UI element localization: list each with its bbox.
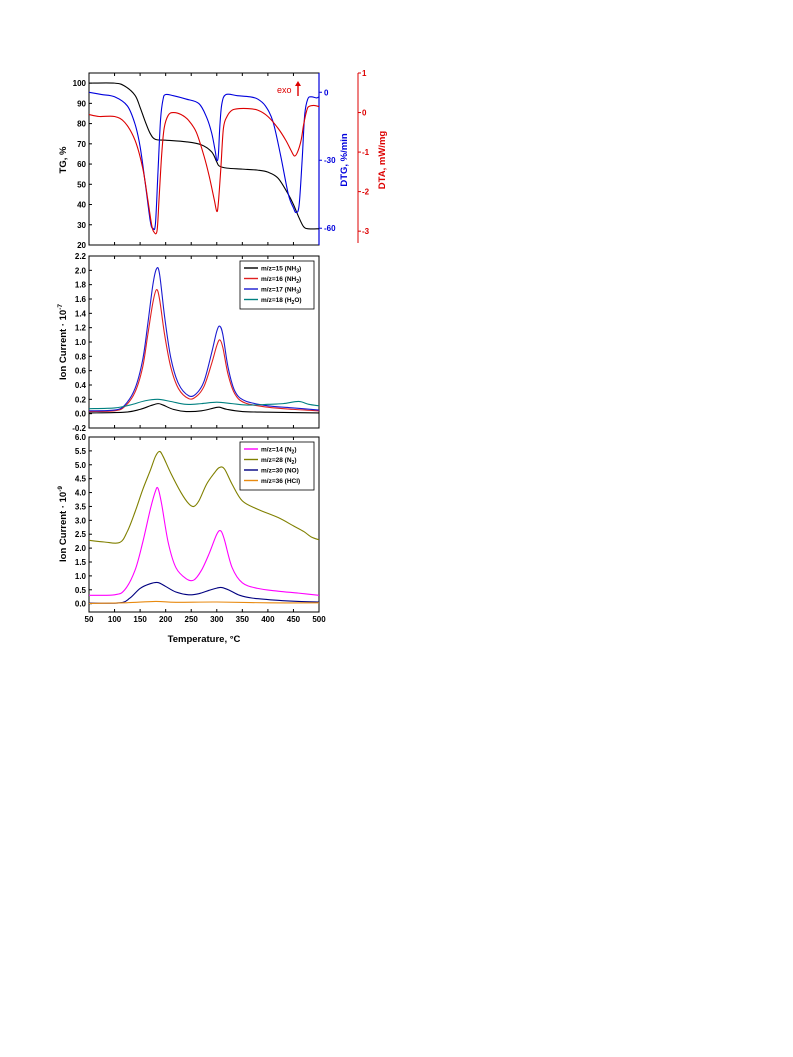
panel3-frame bbox=[88, 436, 320, 613]
dtg-tick-label: -60 bbox=[324, 224, 336, 233]
y-tick-label: 1.0 bbox=[75, 572, 87, 581]
y-tick-label: 0.0 bbox=[75, 410, 87, 419]
x-tick-label: 100 bbox=[108, 615, 122, 624]
ion-series-2 bbox=[89, 267, 319, 412]
legend-entry: m/z=18 (H2O) bbox=[261, 297, 302, 306]
dta-tick-label: 1 bbox=[362, 69, 367, 78]
dta-tick-label: -3 bbox=[362, 227, 370, 236]
ion-series-3 bbox=[89, 600, 319, 604]
y-tick-label: 80 bbox=[77, 120, 86, 129]
y-tick-label: 4.5 bbox=[75, 475, 87, 484]
y-tick-label: 0.5 bbox=[75, 586, 87, 595]
x-tick-label: 200 bbox=[159, 615, 173, 624]
ion-axis-label-3: Ion Current · 10-9 bbox=[57, 486, 69, 562]
y-tick-label: 2.5 bbox=[75, 530, 87, 539]
dta-curve bbox=[89, 104, 319, 235]
legends: m/z=15 (NH3)m/z=16 (NH2)m/z=17 (NH3)m/z=… bbox=[239, 260, 315, 491]
y-tick-label: 0.2 bbox=[75, 395, 87, 404]
x-axis-label: Temperature, °C bbox=[168, 634, 241, 645]
y-tick-label: 4.0 bbox=[75, 489, 87, 498]
y-tick-label: 0.6 bbox=[75, 367, 87, 376]
dtg-curve bbox=[89, 91, 319, 231]
y-tick-label: 3.0 bbox=[75, 516, 87, 525]
legend-entry: m/z=14 (N2) bbox=[261, 447, 296, 456]
y-tick-label: 1.5 bbox=[75, 558, 87, 567]
axis-labels: TG, % DTG, %/min DTA, mW/mg exo Ion Current … bbox=[57, 81, 388, 645]
legend-entry: m/z=17 (NH3) bbox=[261, 287, 301, 296]
legend-entry: m/z=30 (NO) bbox=[261, 468, 299, 475]
ion-series-0 bbox=[89, 486, 319, 596]
dtg-tick-label: -30 bbox=[324, 156, 336, 165]
y-tick-label: 5.0 bbox=[75, 461, 87, 470]
legend-box-2 bbox=[239, 260, 315, 310]
dta-tick-label: -2 bbox=[362, 188, 370, 197]
y-tick-label: 3.5 bbox=[75, 502, 87, 511]
dta-axis-label: DTA, mW/mg bbox=[377, 131, 388, 190]
x-tick-label: 350 bbox=[236, 615, 250, 624]
dta-tick-label: -1 bbox=[362, 148, 370, 157]
y-tick-label: 2.0 bbox=[75, 544, 87, 553]
y-tick-label: 90 bbox=[77, 99, 86, 108]
ion-series-1 bbox=[89, 450, 319, 544]
legend-entry: m/z=16 (NH2) bbox=[261, 276, 301, 285]
ion-series-0 bbox=[89, 403, 319, 414]
exo-annotation: exo bbox=[277, 85, 292, 95]
y-tick-label: 0.8 bbox=[75, 352, 87, 361]
legend-entry: m/z=36 (HCl) bbox=[261, 478, 300, 485]
exo-arrow-head bbox=[295, 81, 301, 86]
ion-series-1 bbox=[89, 289, 319, 413]
dtg-axis-label: DTG, %/min bbox=[339, 133, 350, 187]
legend-entry: m/z=28 (N2) bbox=[261, 457, 296, 466]
legend-box-3 bbox=[239, 441, 315, 491]
y-tick-label: 1.8 bbox=[75, 281, 87, 290]
ion-series-2 bbox=[89, 581, 319, 604]
x-tick-label: 400 bbox=[261, 615, 275, 624]
y-tick-label: 1.2 bbox=[75, 324, 87, 333]
y-tick-label: 40 bbox=[77, 201, 86, 210]
y-tick-label: 5.5 bbox=[75, 447, 87, 456]
x-tick-label: 50 bbox=[85, 615, 94, 624]
ion-series-3 bbox=[89, 398, 319, 410]
y-tick-label: 6.0 bbox=[75, 433, 87, 442]
ion-axis-label-2: Ion Current · 10-7 bbox=[57, 304, 69, 380]
y-tick-label: 1.4 bbox=[75, 309, 87, 318]
dta-tick-label: 0 bbox=[362, 109, 367, 118]
panel1-frame bbox=[88, 72, 320, 246]
tg-curve bbox=[89, 82, 319, 230]
y-tick-label: 50 bbox=[77, 180, 86, 189]
dtg-tick-label: 0 bbox=[324, 88, 329, 97]
y-tick-label: 2.0 bbox=[75, 266, 87, 275]
legend-entry: m/z=15 (NH3) bbox=[261, 266, 301, 275]
data-series bbox=[89, 82, 319, 604]
x-tick-label: 300 bbox=[210, 615, 224, 624]
y-tick-label: 0.0 bbox=[75, 600, 87, 609]
y-tick-label: 2.2 bbox=[75, 252, 87, 261]
x-tick-label: 450 bbox=[287, 615, 301, 624]
y-tick-label: 1.0 bbox=[75, 338, 87, 347]
y-tick-label: 1.6 bbox=[75, 295, 87, 304]
y-tick-label: -0.2 bbox=[72, 424, 86, 433]
x-tick-label: 500 bbox=[312, 615, 326, 624]
axis-ticks: 20 30 40 50 60 70 80 90 100 0 -30 -60 1 0 -1 -2 -3 -0.2 0.… bbox=[72, 69, 369, 624]
y-tick-label: 60 bbox=[77, 160, 86, 169]
y-tick-label: 30 bbox=[77, 221, 86, 230]
tg-axis-label: TG, % bbox=[58, 146, 69, 173]
x-tick-label: 250 bbox=[185, 615, 199, 624]
y-tick-label: 100 bbox=[73, 79, 87, 88]
y-tick-label: 70 bbox=[77, 140, 86, 149]
y-tick-label: 20 bbox=[77, 241, 86, 250]
y-tick-label: 0.4 bbox=[75, 381, 87, 390]
x-tick-label: 150 bbox=[133, 615, 147, 624]
